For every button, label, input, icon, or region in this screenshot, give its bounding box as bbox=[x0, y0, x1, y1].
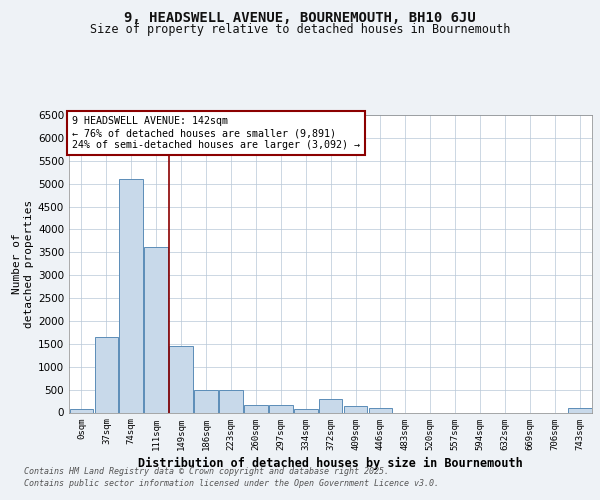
Y-axis label: Number of
detached properties: Number of detached properties bbox=[12, 200, 34, 328]
Bar bbox=[119, 179, 143, 412]
Bar bbox=[568, 408, 592, 412]
Text: 9 HEADSWELL AVENUE: 142sqm
← 76% of detached houses are smaller (9,891)
24% of s: 9 HEADSWELL AVENUE: 142sqm ← 76% of deta… bbox=[71, 116, 359, 150]
Bar bbox=[70, 409, 93, 412]
Bar bbox=[294, 408, 317, 412]
Text: Contains public sector information licensed under the Open Government Licence v3: Contains public sector information licen… bbox=[24, 479, 439, 488]
Bar bbox=[169, 346, 193, 412]
X-axis label: Distribution of detached houses by size in Bournemouth: Distribution of detached houses by size … bbox=[138, 456, 523, 469]
Bar bbox=[194, 390, 218, 412]
Bar bbox=[219, 390, 243, 412]
Bar bbox=[368, 408, 392, 412]
Text: 9, HEADSWELL AVENUE, BOURNEMOUTH, BH10 6JU: 9, HEADSWELL AVENUE, BOURNEMOUTH, BH10 6… bbox=[124, 11, 476, 25]
Text: Size of property relative to detached houses in Bournemouth: Size of property relative to detached ho… bbox=[90, 22, 510, 36]
Bar bbox=[344, 406, 367, 412]
Bar bbox=[95, 337, 118, 412]
Bar bbox=[319, 399, 343, 412]
Bar bbox=[269, 404, 293, 412]
Bar bbox=[244, 404, 268, 412]
Text: Contains HM Land Registry data © Crown copyright and database right 2025.: Contains HM Land Registry data © Crown c… bbox=[24, 468, 389, 476]
Bar bbox=[145, 246, 168, 412]
